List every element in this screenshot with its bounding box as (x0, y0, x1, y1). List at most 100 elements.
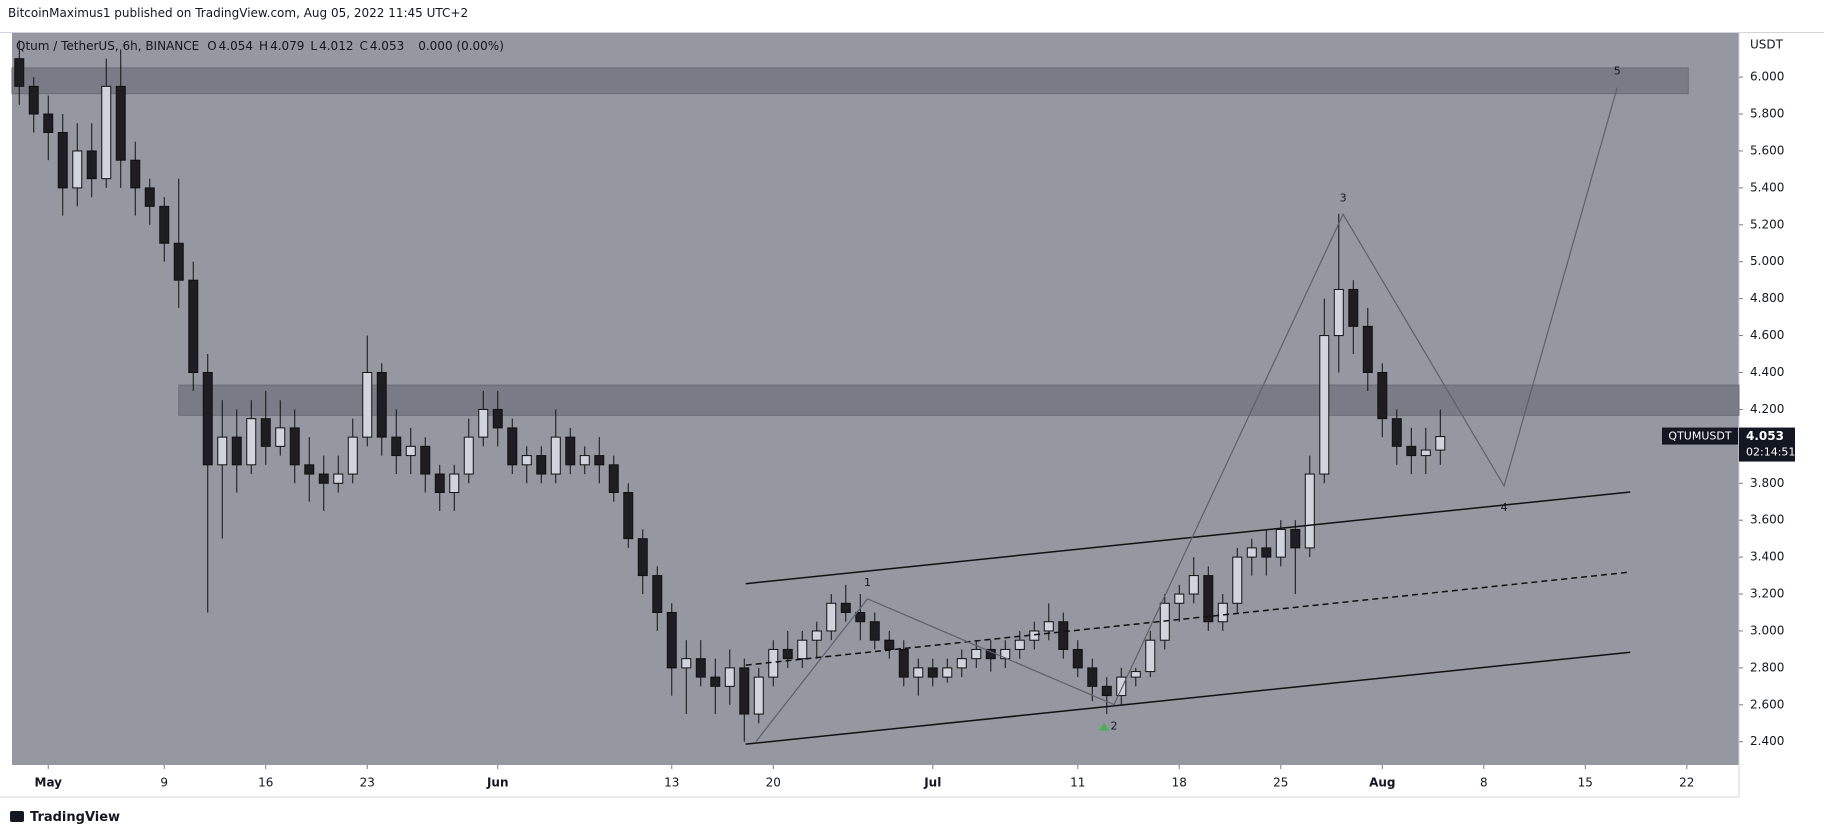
candle-body (1319, 335, 1330, 475)
change: 0.000 (0.00%) (418, 39, 504, 53)
candle-body (1072, 648, 1083, 669)
candle-body (1232, 556, 1243, 604)
candle-body (739, 667, 750, 715)
candle-body (72, 150, 83, 189)
channel-line (745, 571, 1631, 666)
ohlc-value: 4.053 (369, 39, 405, 53)
x-tick-label: May (35, 776, 63, 790)
wave-label: 3 (1340, 191, 1347, 204)
x-tick-label: 18 (1172, 776, 1187, 790)
candle-body (1000, 648, 1011, 660)
candle-body (362, 372, 373, 438)
plot-background (12, 33, 1739, 765)
ohlc-value: 4.079 (270, 39, 305, 53)
candle-body (275, 427, 286, 447)
y-tick-label: 2.400 (1750, 734, 1784, 748)
y-tick-label: 5.800 (1750, 107, 1784, 121)
countdown: 02:14:51 (1746, 446, 1795, 459)
x-tick-label: 13 (664, 776, 679, 790)
x-tick-label: Jun (486, 776, 509, 790)
candle-body (304, 464, 315, 475)
x-tick-label: 9 (160, 776, 168, 790)
ohlc-item: H 4.079 (259, 39, 304, 53)
candle-body (217, 436, 228, 466)
signal-marker (1099, 722, 1110, 731)
candle-body (797, 639, 808, 660)
y-tick-label: 5.200 (1750, 217, 1784, 231)
candle-body (333, 473, 344, 484)
legend: Qtum / TetherUS, 6h, BINANCE O 4.054 H 4.07… (16, 39, 504, 53)
candle-body (391, 436, 402, 457)
candle-body (1246, 547, 1257, 558)
x-tick-label: 16 (258, 776, 273, 790)
candle-body (637, 538, 648, 577)
y-tick-label: 3.400 (1750, 550, 1784, 564)
candle-body (536, 455, 547, 475)
candle-body (1435, 436, 1446, 451)
candle-body (855, 612, 866, 623)
x-tick-label: 20 (766, 776, 781, 790)
candle-body (579, 455, 590, 466)
symbol-tag (1662, 427, 1738, 445)
candle-body (782, 648, 793, 660)
candle-body (289, 427, 300, 466)
candle-body (188, 279, 199, 374)
x-tick-label: 23 (360, 776, 375, 790)
channel-line (745, 491, 1631, 585)
y-axis-label: USDT (1750, 38, 1784, 52)
publisher: BitcoinMaximus1 published on TradingView… (8, 6, 469, 20)
candle-body (826, 602, 837, 632)
candle-body (811, 630, 822, 641)
x-tick-label: 11 (1070, 776, 1085, 790)
candle-body (1116, 676, 1127, 697)
y-tick-label: 5.400 (1750, 180, 1784, 194)
candle-body (913, 667, 924, 678)
wave-label: 4 (1501, 501, 1508, 514)
ohlc-name: C (359, 39, 368, 53)
y-tick-label: 4.400 (1750, 365, 1784, 379)
candle-body (695, 658, 706, 678)
x-tick-label: 22 (1679, 776, 1694, 790)
candle-body (681, 658, 692, 669)
logo (10, 811, 24, 822)
x-tick-label: 8 (1480, 776, 1488, 790)
price-tag (1739, 427, 1795, 462)
y-tick-label: 2.800 (1750, 660, 1784, 674)
candle-body (1058, 621, 1069, 650)
x-tick-label: Aug (1369, 776, 1395, 790)
candle-body (492, 408, 503, 429)
candle-body (1087, 667, 1098, 687)
ohlc-value: 4.012 (319, 39, 354, 53)
y-tick-label: 4.200 (1750, 402, 1784, 416)
candle-body (666, 612, 677, 669)
candle-body (927, 667, 938, 678)
candle-body (1029, 630, 1040, 641)
y-tick-label: 4.800 (1750, 291, 1784, 305)
candle-body (1188, 575, 1199, 595)
candle-body (724, 667, 735, 687)
candle-body (1391, 418, 1402, 447)
candle-body (869, 621, 880, 641)
channel-line (745, 651, 1631, 745)
candle-body (1043, 621, 1054, 632)
candle-body (57, 132, 68, 189)
candle-body (1174, 593, 1185, 604)
candle-body (1261, 547, 1272, 558)
candle-body (1406, 445, 1417, 457)
candle-body (550, 436, 561, 475)
candle-body (130, 159, 141, 189)
candle-body (594, 455, 605, 466)
candle-body (884, 639, 895, 650)
ohlc-name: L (310, 39, 318, 53)
candle-body (376, 372, 387, 438)
y-tick-label: 5.000 (1750, 254, 1784, 268)
ohlc-item: C 4.053 (359, 39, 404, 53)
x-tick-label: 15 (1578, 776, 1593, 790)
x-tick-label: Jul (923, 776, 941, 790)
candle-body (565, 436, 576, 466)
zone (11, 67, 1689, 95)
candle-body (1014, 639, 1025, 650)
candle-body (1290, 528, 1301, 549)
